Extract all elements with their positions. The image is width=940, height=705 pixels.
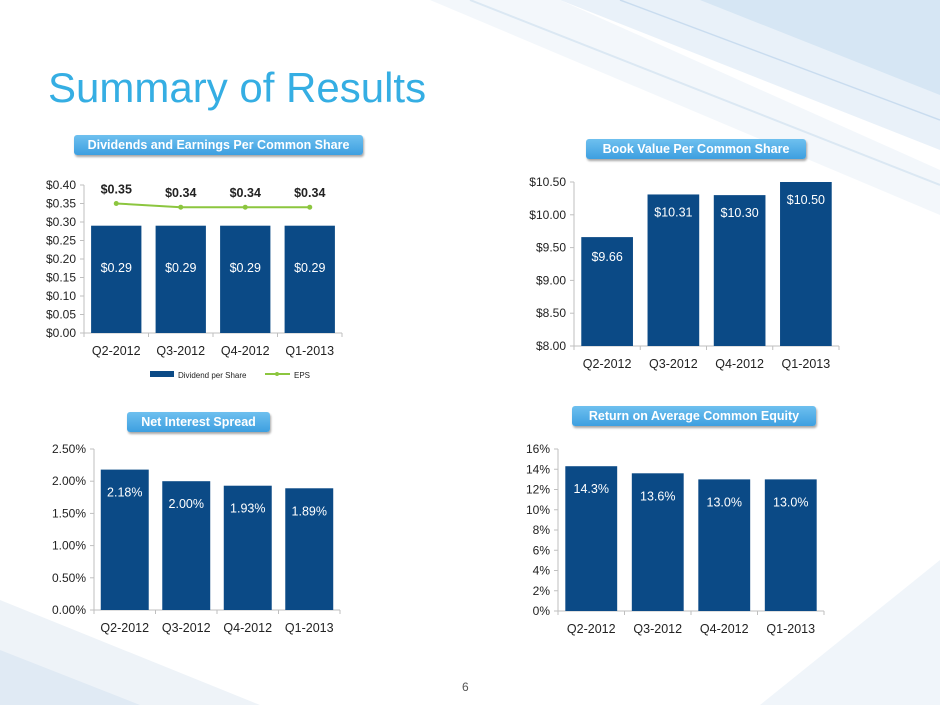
roe-y-tick-label: 2% xyxy=(533,584,551,598)
roe-bar xyxy=(565,466,618,611)
legend-eps-label: EPS xyxy=(294,371,310,380)
nis-y-tick-label: 2.00% xyxy=(52,474,86,488)
nis-data-label: 1.93% xyxy=(230,502,265,516)
book-value-data-label: $10.30 xyxy=(721,206,759,220)
eps-data-label: $0.34 xyxy=(165,186,196,200)
roe-y-tick-label: 12% xyxy=(526,483,550,497)
dividends-x-tick-label: Q3-2012 xyxy=(156,344,205,358)
book-value-bar xyxy=(713,195,766,346)
dividends-data-label: $0.29 xyxy=(165,261,196,275)
dividends-x-tick-label: Q1-2013 xyxy=(285,344,334,358)
dividends-data-label: $0.29 xyxy=(230,261,261,275)
nis-y-tick-label: 2.50% xyxy=(52,442,86,456)
roe-y-tick-label: 16% xyxy=(526,442,550,456)
dividends-y-tick-label: $0.05 xyxy=(46,308,76,322)
roe-x-tick-label: Q1-2013 xyxy=(766,622,815,636)
dividends-data-label: $0.29 xyxy=(101,261,132,275)
book-value-y-tick-label: $8.00 xyxy=(536,339,566,353)
book-value-bar xyxy=(581,237,633,346)
dividends-y-tick-label: $0.15 xyxy=(46,271,76,285)
book-value-x-tick-label: Q3-2012 xyxy=(649,357,698,371)
roe-data-label: 13.0% xyxy=(773,495,808,509)
dividends-bar xyxy=(220,225,271,333)
roe-y-tick-label: 14% xyxy=(526,462,550,476)
roe-bar xyxy=(764,479,817,611)
nis-data-label: 1.89% xyxy=(292,504,327,518)
dividends-bar xyxy=(284,225,335,333)
book-value-data-label: $10.50 xyxy=(787,193,825,207)
roe-header: Return on Average Common Equity xyxy=(572,406,816,426)
roe-data-label: 13.6% xyxy=(640,489,675,503)
nis-bar xyxy=(223,485,272,610)
roe-data-label: 13.0% xyxy=(707,495,742,509)
nis-y-tick-label: 0.00% xyxy=(52,603,86,617)
book-value-y-tick-label: $10.00 xyxy=(529,208,566,222)
roe-y-tick-label: 0% xyxy=(533,604,551,618)
nis-x-tick-label: Q2-2012 xyxy=(100,621,149,635)
roe-y-tick-label: 4% xyxy=(533,564,551,578)
dividends-y-tick-label: $0.35 xyxy=(46,197,76,211)
nis-bar xyxy=(100,469,149,610)
book-value-y-tick-label: $8.50 xyxy=(536,306,566,320)
roe-y-tick-label: 10% xyxy=(526,503,550,517)
nis-x-tick-label: Q4-2012 xyxy=(223,621,272,635)
page-number: 6 xyxy=(462,680,469,694)
book-value-x-tick-label: Q4-2012 xyxy=(715,357,764,371)
roe-x-tick-label: Q3-2012 xyxy=(633,622,682,636)
roe-bar xyxy=(631,473,684,611)
nis-x-tick-label: Q1-2013 xyxy=(285,621,334,635)
roe-data-label: 14.3% xyxy=(574,482,609,496)
eps-point xyxy=(242,204,248,210)
book-value-data-label: $9.66 xyxy=(591,250,622,264)
dividends-data-label: $0.29 xyxy=(294,261,325,275)
book-value-y-tick-label: $10.50 xyxy=(529,175,566,189)
dividends-x-tick-label: Q2-2012 xyxy=(92,344,141,358)
book-value-y-tick-label: $9.00 xyxy=(536,273,566,287)
dividends-bar xyxy=(155,225,206,333)
dividends-y-tick-label: $0.10 xyxy=(46,289,76,303)
legend-dividend-label: Dividend per Share xyxy=(178,371,247,380)
book-value-y-tick-label: $9.50 xyxy=(536,241,566,255)
eps-point xyxy=(307,204,313,210)
dividends-y-tick-label: $0.40 xyxy=(46,178,76,192)
book-value-x-tick-label: Q1-2013 xyxy=(782,357,831,371)
book-value-data-label: $10.31 xyxy=(654,205,692,219)
net-interest-spread-header: Net Interest Spread xyxy=(127,412,270,432)
roe-x-tick-label: Q4-2012 xyxy=(700,622,749,636)
book-value-x-tick-label: Q2-2012 xyxy=(583,357,632,371)
legend-dividend-swatch xyxy=(150,371,174,377)
nis-y-tick-label: 1.50% xyxy=(52,506,86,520)
roe-y-tick-label: 6% xyxy=(533,543,551,557)
dividends-x-tick-label: Q4-2012 xyxy=(221,344,270,358)
nis-data-label: 2.18% xyxy=(107,486,142,500)
dividends-bar xyxy=(91,225,142,333)
dividends-eps-header: Dividends and Earnings Per Common Share xyxy=(74,135,363,155)
roe-x-tick-label: Q2-2012 xyxy=(567,622,616,636)
nis-bar xyxy=(162,481,211,610)
nis-y-tick-label: 0.50% xyxy=(52,571,86,585)
eps-point xyxy=(113,201,119,206)
nis-data-label: 2.00% xyxy=(169,497,204,511)
eps-data-label: $0.35 xyxy=(101,183,132,197)
page-title: Summary of Results xyxy=(48,64,427,111)
eps-data-label: $0.34 xyxy=(230,186,261,200)
nis-x-tick-label: Q3-2012 xyxy=(162,621,211,635)
eps-data-label: $0.34 xyxy=(294,186,325,200)
dividends-y-tick-label: $0.30 xyxy=(46,215,76,229)
nis-bar xyxy=(285,488,334,610)
legend-eps-marker xyxy=(275,372,279,376)
roe-bar xyxy=(698,479,751,611)
dividends-y-tick-label: $0.25 xyxy=(46,234,76,248)
eps-line xyxy=(116,202,310,209)
book-value-bar xyxy=(780,182,832,346)
eps-point xyxy=(178,204,184,210)
book-value-header: Book Value Per Common Share xyxy=(586,139,806,159)
book-value-bar xyxy=(647,194,700,346)
nis-y-tick-label: 1.00% xyxy=(52,539,86,553)
dividends-y-tick-label: $0.00 xyxy=(46,326,76,340)
roe-y-tick-label: 8% xyxy=(533,523,551,537)
dividends-y-tick-label: $0.20 xyxy=(46,252,76,266)
